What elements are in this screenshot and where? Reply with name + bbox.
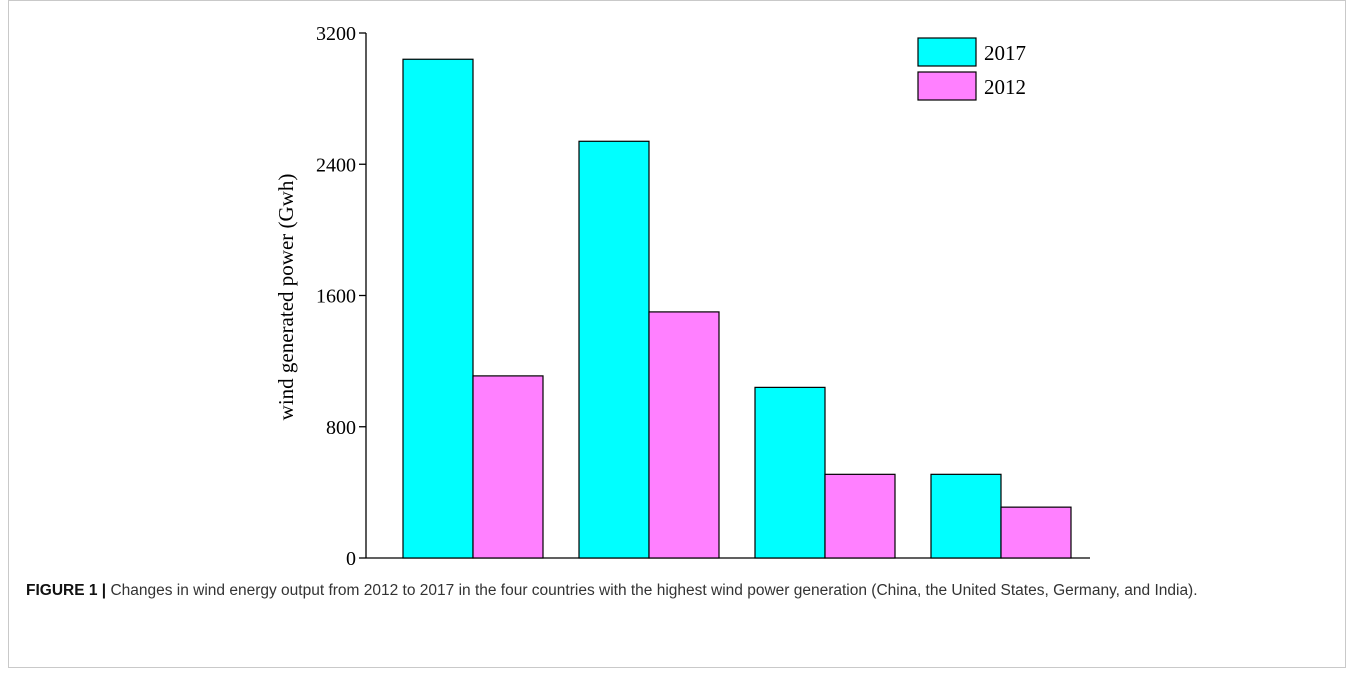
legend-label: 2017	[984, 41, 1026, 65]
x-tick-label: Germany	[786, 568, 865, 570]
x-tick-label: India	[979, 568, 1023, 570]
bar-china-2012	[472, 375, 544, 559]
bar-usa-2017	[578, 140, 650, 559]
bar-usa-2012	[648, 311, 720, 559]
legend-swatch-2012	[917, 71, 977, 101]
y-tick-label: 1600	[316, 286, 356, 308]
y-tick-label: 800	[326, 417, 356, 439]
bar-china-2017	[402, 58, 474, 559]
legend-swatch-2017	[917, 37, 977, 67]
x-tick-label: USA	[628, 568, 671, 570]
y-ticks: 0 800 1600 2400 3200	[316, 23, 366, 570]
bars	[402, 58, 1072, 559]
bar-chart: 0 800 1600 2400 3200 China USA Germany India wi…	[274, 23, 1090, 570]
y-axis-label: wind generated power (Gwh)	[274, 174, 298, 421]
bar-germany-2017	[754, 386, 826, 559]
legend: 2017 2012	[917, 37, 1026, 101]
y-tick-label: 0	[346, 548, 356, 570]
bar-germany-2012	[824, 473, 896, 559]
y-tick-label: 3200	[316, 23, 356, 45]
x-tick-labels: China USA Germany India	[448, 568, 1023, 570]
y-tick-label: 2400	[316, 154, 356, 176]
legend-label: 2012	[984, 75, 1026, 99]
figure-caption: FIGURE 1 | Changes in wind energy output…	[26, 578, 1316, 603]
bar-india-2012	[1000, 506, 1072, 559]
x-tick-label: China	[448, 568, 499, 570]
bar-india-2017	[930, 473, 1002, 559]
caption-label: FIGURE 1 |	[26, 582, 107, 599]
caption-text: Changes in wind energy output from 2012 …	[106, 582, 1198, 599]
